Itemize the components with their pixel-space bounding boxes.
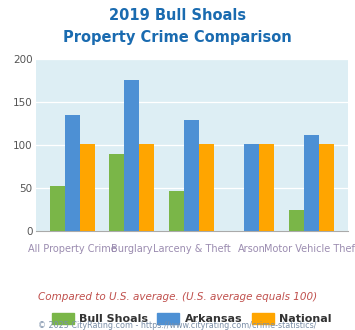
Bar — [304, 135, 319, 231]
Bar — [50, 186, 65, 231]
Bar — [65, 115, 80, 231]
Bar — [259, 144, 274, 231]
Text: 2019 Bull Shoals: 2019 Bull Shoals — [109, 8, 246, 23]
Bar — [289, 210, 304, 231]
Bar — [140, 144, 154, 231]
Text: Motor Vehicle Theft: Motor Vehicle Theft — [264, 244, 355, 253]
Bar — [319, 144, 334, 231]
Text: © 2025 CityRating.com - https://www.cityrating.com/crime-statistics/: © 2025 CityRating.com - https://www.city… — [38, 321, 317, 330]
Text: Property Crime Comparison: Property Crime Comparison — [63, 30, 292, 45]
Text: Arson: Arson — [237, 244, 266, 253]
Legend: Bull Shoals, Arkansas, National: Bull Shoals, Arkansas, National — [47, 309, 336, 329]
Bar — [184, 120, 199, 231]
Bar — [80, 144, 94, 231]
Text: Burglary: Burglary — [111, 244, 153, 253]
Bar — [125, 80, 140, 231]
Bar — [169, 191, 184, 231]
Text: Larceny & Theft: Larceny & Theft — [153, 244, 231, 253]
Text: Compared to U.S. average. (U.S. average equals 100): Compared to U.S. average. (U.S. average … — [38, 292, 317, 302]
Bar — [199, 144, 214, 231]
Bar — [244, 144, 259, 231]
Bar — [109, 154, 125, 231]
Text: All Property Crime: All Property Crime — [28, 244, 116, 253]
